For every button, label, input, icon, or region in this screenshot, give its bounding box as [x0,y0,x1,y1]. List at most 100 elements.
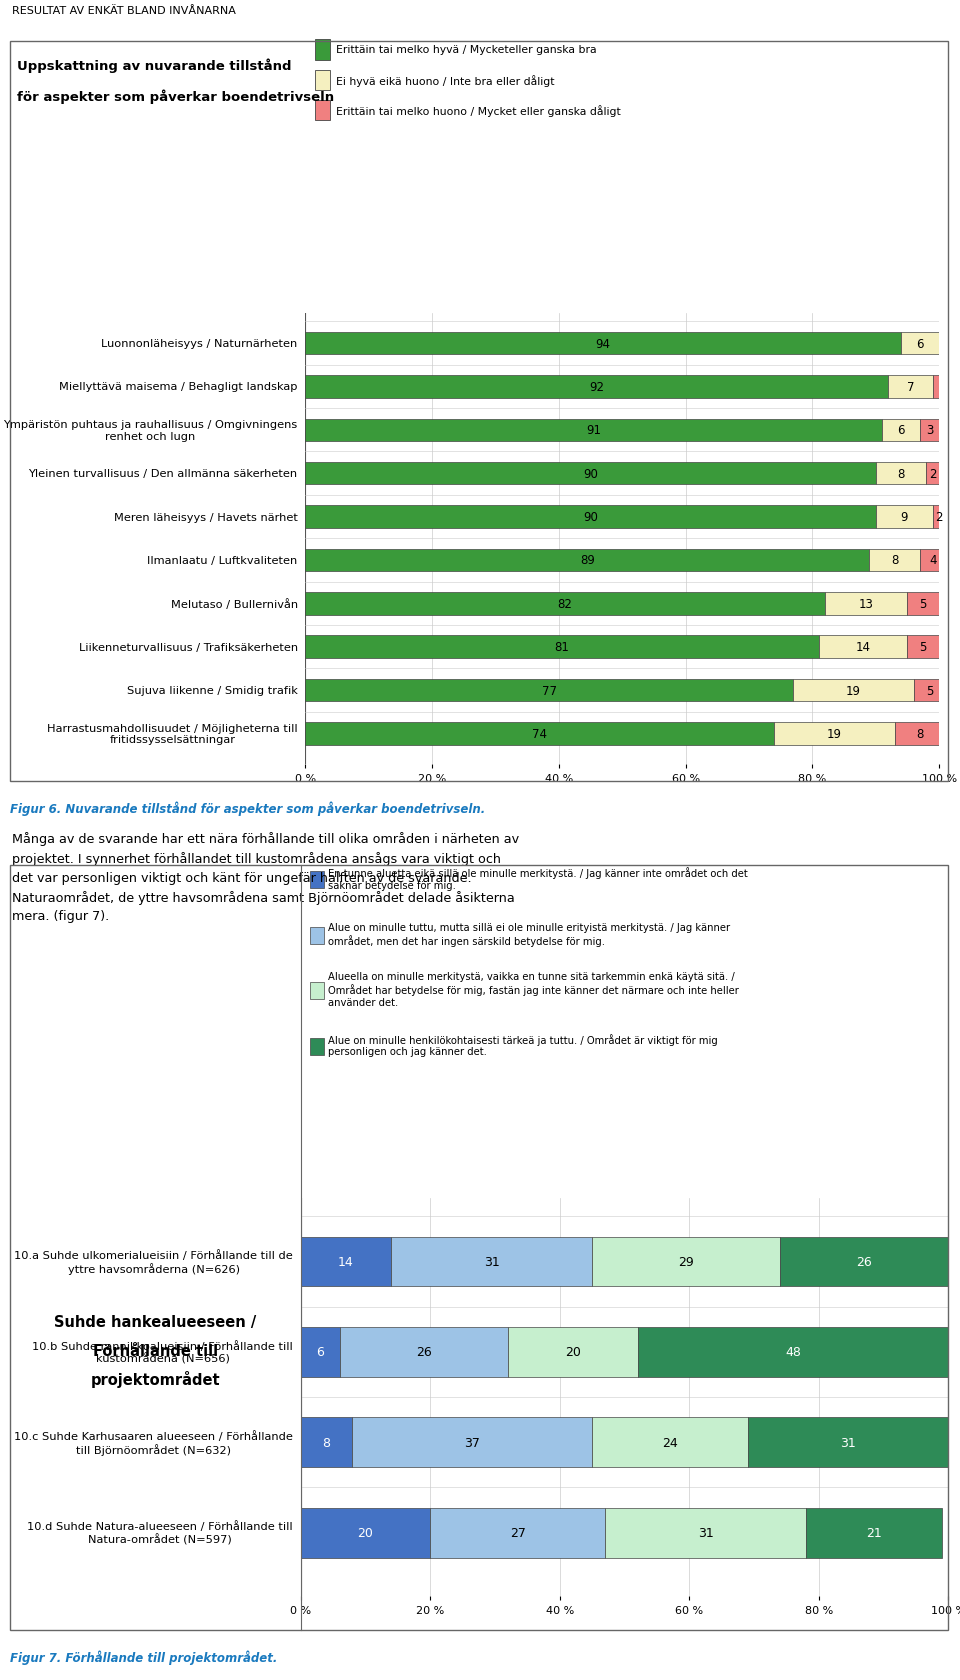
Bar [920,420,939,442]
Bar [300,1509,430,1557]
Text: Ilmanlaatu / Luftkvaliteten: Ilmanlaatu / Luftkvaliteten [148,556,298,566]
Text: Meren läheisyys / Havets närhet: Meren läheisyys / Havets närhet [114,512,298,522]
Text: Erittäin tai melko hyvä / Mycketeller ganska bra: Erittäin tai melko hyvä / Mycketeller ga… [336,45,597,55]
Text: Harrastusmahdollisuudet / Möjligheterna till
fritidssysselsättningar: Harrastusmahdollisuudet / Möjligheterna … [47,724,298,744]
Text: 91: 91 [587,423,601,437]
Bar [300,1236,392,1287]
Bar [508,1327,637,1378]
Bar [888,376,933,398]
Text: RESULTAT AV ENKÄT BLAND INVÅNARNA: RESULTAT AV ENKÄT BLAND INVÅNARNA [12,7,236,15]
Text: 8: 8 [917,727,924,741]
Text: Erittäin tai melko huono / Mycket eller ganska dåligt: Erittäin tai melko huono / Mycket eller … [336,104,621,118]
Text: Sujuva liikenne / Smidig trafik: Sujuva liikenne / Smidig trafik [127,685,298,696]
Bar [907,637,939,659]
Bar [637,1327,948,1378]
Text: Alue on minulle henkilökohtaisesti tärkeä ja tuttu. / Området är viktigt för mig: Alue on minulle henkilökohtaisesti tärke… [327,1033,717,1057]
Bar [300,1418,352,1467]
Bar [901,333,939,354]
Text: Uppskattning av nuvarande tillstånd: Uppskattning av nuvarande tillstånd [17,59,292,74]
Text: 9: 9 [900,511,908,524]
Bar [793,679,914,702]
Text: 27: 27 [510,1525,526,1539]
Text: 94: 94 [596,338,611,351]
Text: Figur 7. Förhållande till projektområdet.: Figur 7. Förhållande till projektområdet… [10,1650,277,1665]
Text: 10.d Suhde Natura-alueeseen / Förhållande till
Natura-området (N=597): 10.d Suhde Natura-alueeseen / Förhålland… [27,1520,293,1546]
Bar [920,549,946,571]
Text: 2: 2 [935,511,943,524]
Text: Luonnonläheisyys / Naturnärheten: Luonnonläheisyys / Naturnärheten [102,339,298,349]
Bar [305,722,775,746]
Text: 24: 24 [662,1436,678,1448]
Text: 37: 37 [465,1436,480,1448]
Text: för aspekter som påverkar boendetrivseln: för aspekter som påverkar boendetrivseln [17,89,334,104]
Text: 26: 26 [856,1255,872,1268]
Text: 31: 31 [698,1525,713,1539]
Text: 90: 90 [583,511,598,524]
Bar [592,1418,748,1467]
Bar [305,420,882,442]
Bar [926,462,939,486]
Bar [933,506,946,529]
Bar [605,1509,806,1557]
Text: Alue on minulle tuttu, mutta sillä ei ole minulle erityistä merkitystä. / Jag kä: Alue on minulle tuttu, mutta sillä ei ol… [327,922,730,946]
Text: 19: 19 [827,727,842,741]
Text: Miellyttävä maisema / Behagligt landskap: Miellyttävä maisema / Behagligt landskap [60,381,298,391]
Bar [305,376,888,398]
Text: 2: 2 [929,467,937,480]
Text: 5: 5 [920,598,927,610]
Text: 6: 6 [917,338,924,351]
Bar [305,333,901,354]
Text: 8: 8 [898,467,904,480]
Text: projektområdet: projektområdet [90,1371,220,1388]
Text: Ei hyvä eikä huono / Inte bra eller dåligt: Ei hyvä eikä huono / Inte bra eller dåli… [336,74,555,87]
Text: 82: 82 [558,598,572,610]
Bar [806,1509,942,1557]
Bar [748,1418,948,1467]
Bar [340,1327,508,1378]
Bar [305,593,825,615]
Text: Förhållande till: Förhållande till [92,1342,218,1357]
Text: Yleinen turvallisuus / Den allmänna säkerheten: Yleinen turvallisuus / Den allmänna säke… [29,469,298,479]
Bar [780,1236,948,1287]
Bar [430,1509,605,1557]
Text: Melutaso / Bullernivån: Melutaso / Bullernivån [171,598,298,610]
Text: 5: 5 [925,684,933,697]
Text: 92: 92 [589,381,605,393]
Bar [870,549,920,571]
Text: 77: 77 [541,684,557,697]
Bar [876,506,933,529]
Text: 3: 3 [925,423,933,437]
Bar [305,506,876,529]
Text: 19: 19 [846,684,861,697]
Text: 20: 20 [357,1525,373,1539]
Text: 8: 8 [891,554,899,568]
Bar [305,637,819,659]
Bar [882,420,920,442]
Bar [300,1327,340,1378]
Text: Alueella on minulle merkitystä, vaikka en tunne sitä tarkemmin enkä käytä sitä. : Alueella on minulle merkitystä, vaikka e… [327,971,738,1008]
Text: Suhde hankealueeseen /: Suhde hankealueeseen / [54,1314,256,1329]
Bar [305,679,793,702]
Bar [305,549,870,571]
Bar [825,593,907,615]
Text: 10.a Suhde ulkomerialueisiin / Förhållande till de
yttre havsområderna (N=626): 10.a Suhde ulkomerialueisiin / Förhållan… [14,1250,293,1273]
Text: 81: 81 [555,640,569,654]
Text: Figur 6. Nuvarande tillstånd för aspekter som påverkar boendetrivseln.: Figur 6. Nuvarande tillstånd för aspekte… [10,801,485,816]
Bar [352,1418,592,1467]
Text: 31: 31 [484,1255,499,1268]
Text: 10.c Suhde Karhusaaren alueeseen / Förhållande
till Björnöområdet (N=632): 10.c Suhde Karhusaaren alueeseen / Förhå… [14,1430,293,1455]
Text: 10.b Suhde rannikkoalueisiin / Förhållande till
kustområdena (N=656): 10.b Suhde rannikkoalueisiin / Förhållan… [33,1341,293,1364]
Text: 31: 31 [840,1436,856,1448]
Bar [592,1236,780,1287]
Text: 8: 8 [323,1436,330,1448]
Bar [876,462,926,486]
Bar [775,722,895,746]
Bar [819,637,907,659]
Text: 29: 29 [678,1255,694,1268]
Text: Många av de svarande har ett nära förhållande till olika områden i närheten av
p: Många av de svarande har ett nära förhål… [12,832,519,922]
Text: 14: 14 [855,640,871,654]
Text: Liikenneturvallisuus / Trafiksäkerheten: Liikenneturvallisuus / Trafiksäkerheten [79,642,298,652]
Text: 90: 90 [583,467,598,480]
Bar [392,1236,592,1287]
Text: 6: 6 [316,1346,324,1359]
